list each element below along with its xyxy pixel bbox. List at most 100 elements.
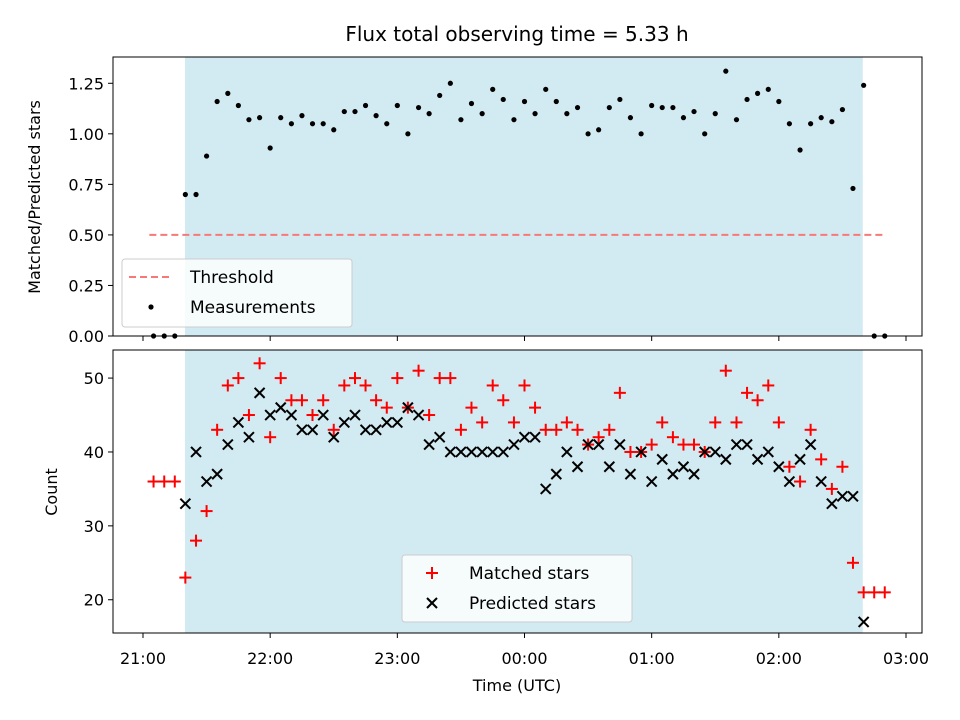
predicted-star-point (847, 490, 859, 503)
matched-star-point (560, 416, 573, 429)
measurement-point (627, 115, 634, 121)
predicted-star-point (264, 409, 276, 421)
predicted-star-point (603, 461, 616, 473)
matched-legend-label: Matched stars (469, 564, 589, 584)
predicted-star-point (402, 401, 414, 414)
matched-star-point (253, 357, 266, 370)
matched-star-point (168, 475, 181, 488)
predicted-star-point (571, 461, 584, 473)
matched-star-point (370, 394, 383, 407)
measurement-point (649, 102, 655, 109)
predicted-star-point (381, 416, 393, 429)
predicted-star-point (592, 438, 605, 451)
predicted-star-point (656, 453, 668, 466)
measurement-point (384, 121, 390, 127)
matched-star-point (412, 364, 425, 377)
matched-star-point (730, 416, 743, 429)
top-y-tick-label: 1.25 (68, 74, 104, 93)
matched-star-point (444, 372, 457, 385)
measurement-point (458, 117, 464, 123)
predicted-star-point (582, 438, 594, 451)
measurement-point (500, 96, 506, 103)
predicted-star-point (783, 475, 796, 488)
predicted-star-point (508, 438, 520, 451)
measurement-point (850, 185, 856, 192)
top-chart-title: Flux total observing time = 5.33 h (345, 22, 688, 46)
matched-star-point (592, 431, 605, 444)
measurement-point (352, 108, 358, 115)
matched-star-point (741, 386, 754, 399)
measurement-point (543, 86, 549, 92)
measurement-point (680, 115, 687, 121)
matched-star-point (645, 438, 658, 451)
predicted-star-point (253, 387, 266, 399)
predicted-star-point (423, 438, 435, 451)
predicted-star-point (773, 461, 785, 473)
matched-star-point (232, 372, 245, 385)
matched-star-point (719, 364, 732, 377)
top-y-tick-label: 0.00 (68, 327, 104, 346)
matched-star-point (836, 460, 849, 473)
measurement-point (702, 131, 708, 137)
x-tick-label: 21:00 (120, 649, 166, 668)
x-axis-label: Time (UTC) (472, 676, 561, 695)
x-tick-label: 01:00 (629, 649, 675, 668)
matched-star-point (497, 394, 510, 407)
matched-star-point (825, 482, 838, 495)
bottom-axes-frame (112, 349, 923, 634)
bottom-y-tick-label: 40 (84, 443, 104, 462)
predicted-star-point (455, 446, 467, 458)
matched-star-point (327, 423, 340, 436)
predicted-star-point (614, 438, 626, 451)
matched-star-point (359, 379, 372, 392)
measurement-point (468, 100, 475, 107)
measurement-point (490, 86, 496, 92)
predicted-legend-swatch (426, 597, 438, 609)
predicted-star-point (370, 424, 382, 436)
predicted-star-point (688, 468, 700, 480)
predicted-star-point (179, 497, 192, 510)
measurement-point (691, 108, 697, 115)
measurement-point (553, 98, 559, 105)
measurement-point (733, 117, 740, 123)
predicted-star-point (518, 431, 531, 443)
matched-star-point (772, 416, 785, 429)
top-y-tick-label: 0.75 (68, 175, 104, 194)
matched-star-point (338, 379, 351, 392)
measurement-point (723, 68, 729, 74)
bottom-y-tick-label: 20 (84, 591, 104, 610)
predicted-star-point (540, 483, 552, 495)
predicted-star-point (222, 438, 234, 451)
predicted-star-point (433, 431, 446, 443)
predicted-star-point (667, 468, 679, 480)
matched-star-point (242, 409, 255, 422)
matched-star-point (878, 586, 891, 599)
bottom-y-tick-label: 50 (84, 369, 104, 388)
matched-star-point (433, 372, 446, 385)
matched-star-point (465, 401, 478, 414)
measurement-point (808, 121, 814, 127)
predicted-star-point (794, 453, 806, 466)
predicted-star-point (285, 409, 298, 421)
matched-star-point (221, 379, 234, 392)
matched-star-point (391, 372, 404, 385)
measurement-point (235, 102, 241, 109)
x-tick-label: 22:00 (247, 649, 293, 668)
measurement-point (744, 96, 750, 103)
measurement-point (426, 111, 432, 117)
matched-star-point (476, 416, 489, 429)
measurement-point (861, 82, 867, 88)
matched-star-point (211, 423, 224, 436)
matched-star-point (751, 394, 764, 407)
matched-star-point (285, 394, 298, 407)
measurement-point (776, 98, 782, 105)
matched-star-point (348, 372, 361, 385)
matched-star-point (274, 372, 287, 385)
predicted-star-point (211, 468, 223, 480)
measurement-point (320, 121, 326, 127)
measurement-point (309, 121, 316, 127)
matched-star-point (550, 423, 563, 436)
matched-star-point (179, 571, 192, 584)
measurement-point (203, 153, 210, 159)
predicted-legend-label: Predicted stars (469, 594, 596, 614)
